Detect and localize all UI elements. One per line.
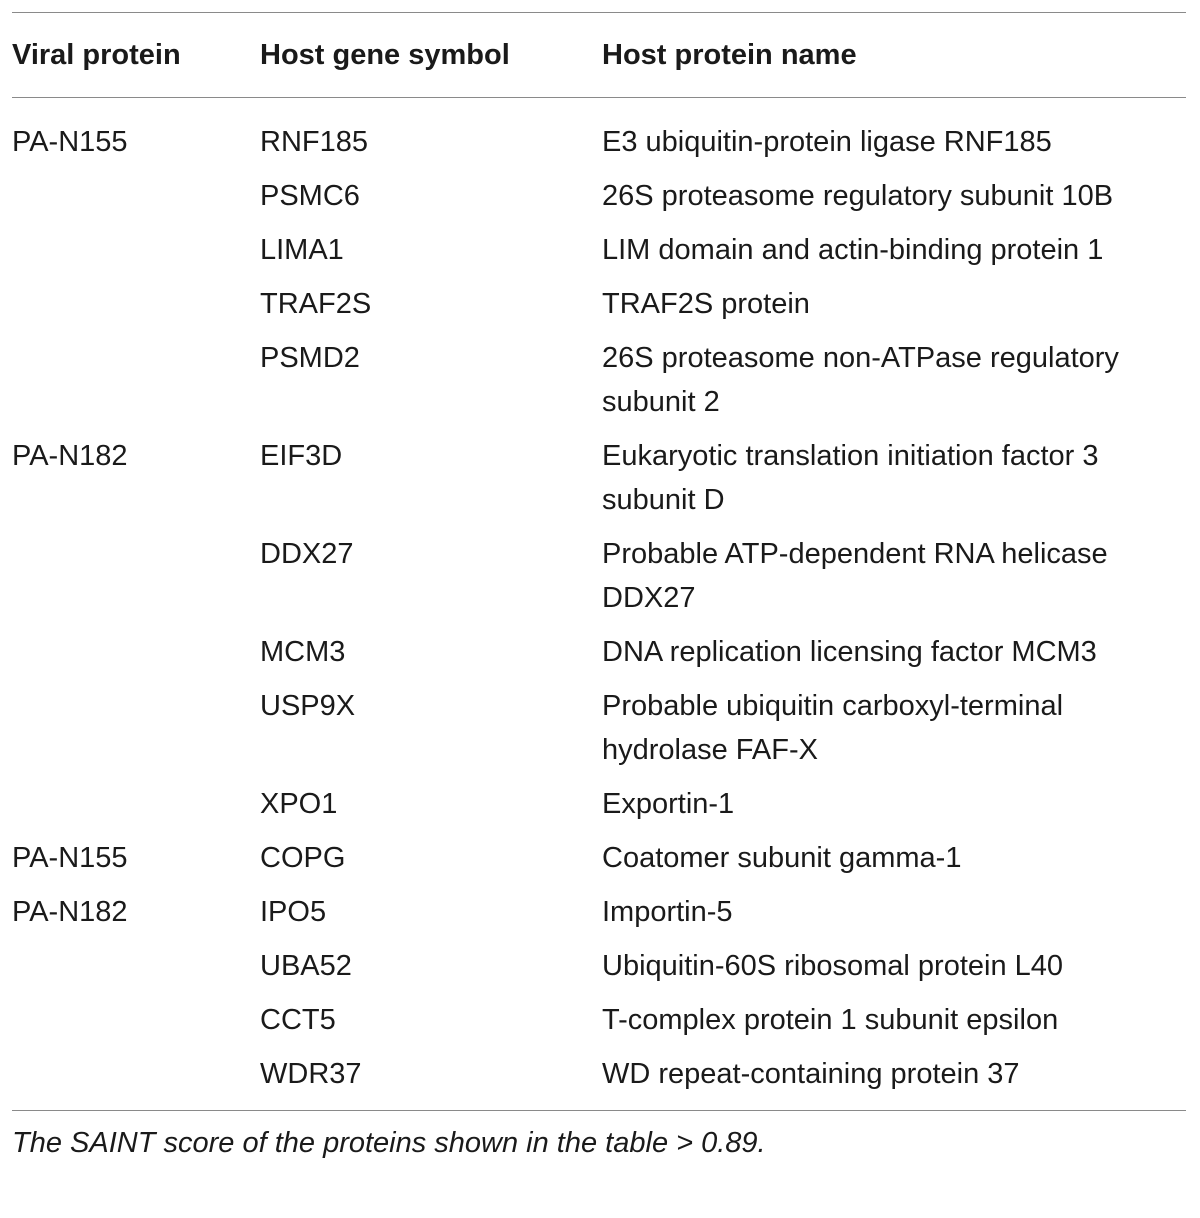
table-body: PA-N155 RNF185 E3 ubiquitin-protein ligase… xyxy=(12,98,1186,1111)
viral-protein-cell xyxy=(12,782,260,836)
viral-protein-cell: PA-N155 xyxy=(12,126,128,158)
viral-protein-cell xyxy=(12,1052,260,1110)
table-header-row: Viral protein Host gene symbol Host prot… xyxy=(12,13,1186,98)
host-protein-name-cell: WD repeat-containing protein 37 xyxy=(602,1058,1020,1090)
table-row: PA-N155 RNF185 E3 ubiquitin-protein ligase… xyxy=(12,98,1186,175)
host-gene-symbol-cell: IPO5 xyxy=(260,896,327,928)
host-gene-symbol-cell: TRAF2S xyxy=(260,288,372,320)
host-protein-name-cell: T-complex protein 1 subunit epsilon xyxy=(602,1004,1059,1036)
viral-protein-cell xyxy=(12,998,260,1052)
host-protein-name-cell: Probable ATP-dependent RNA helicase DDX2… xyxy=(602,538,1108,614)
host-gene-symbol-cell: CCT5 xyxy=(260,1004,336,1036)
viral-protein-cell xyxy=(12,684,260,782)
viral-protein-cell: PA-N182 xyxy=(12,440,128,472)
table-row: PA-N182 IPO5 Importin-5 xyxy=(12,890,1186,944)
host-gene-symbol-cell: MCM3 xyxy=(260,636,346,668)
host-gene-symbol-cell: EIF3D xyxy=(260,440,343,472)
header-viral-protein: Viral protein xyxy=(12,39,181,71)
table-row: USP9X Probable ubiquitin carboxyl-termina… xyxy=(12,684,1186,782)
host-protein-name-cell: Coatomer subunit gamma-1 xyxy=(602,842,962,874)
host-protein-name-cell: Ubiquitin-60S ribosomal protein L40 xyxy=(602,950,1064,982)
table-row: XPO1 Exportin-1 xyxy=(12,782,1186,836)
table-row: LIMA1 LIM domain and actin-binding protei… xyxy=(12,228,1186,282)
viral-protein-cell xyxy=(12,532,260,630)
table-top-rule xyxy=(12,12,1186,13)
viral-protein-cell xyxy=(12,282,260,336)
host-protein-name-cell: Importin-5 xyxy=(602,896,733,928)
viral-protein-cell: PA-N155 xyxy=(12,842,128,874)
table-row: PSMC6 26S proteasome regulatory subunit 1… xyxy=(12,174,1186,228)
table-row: CCT5 T-complex protein 1 subunit epsilon xyxy=(12,998,1186,1052)
viral-protein-cell xyxy=(12,630,260,684)
host-gene-symbol-cell: USP9X xyxy=(260,690,356,722)
table-row: PSMD2 26S proteasome non-ATPase regulator… xyxy=(12,336,1186,434)
host-gene-symbol-cell: XPO1 xyxy=(260,788,338,820)
host-protein-name-cell: TRAF2S protein xyxy=(602,288,810,320)
header-host-protein-name: Host protein name xyxy=(602,39,857,71)
host-protein-name-cell: DNA replication licensing factor MCM3 xyxy=(602,636,1097,668)
host-protein-table: Viral protein Host gene symbol Host prot… xyxy=(12,13,1186,1110)
header-host-gene-symbol: Host gene symbol xyxy=(260,39,510,71)
host-protein-name-cell: Probable ubiquitin carboxyl-terminal hyd… xyxy=(602,690,1064,766)
table-row: PA-N182 EIF3D Eukaryotic translation initi… xyxy=(12,434,1186,532)
host-gene-symbol-cell: LIMA1 xyxy=(260,234,344,266)
table-row: TRAF2S TRAF2S protein xyxy=(12,282,1186,336)
host-gene-symbol-cell: RNF185 xyxy=(260,126,368,158)
host-protein-name-cell: Exportin-1 xyxy=(602,788,735,820)
host-gene-symbol-cell: PSMC6 xyxy=(260,180,360,212)
table-header: Viral protein Host gene symbol Host prot… xyxy=(12,13,1186,98)
viral-protein-cell xyxy=(12,336,260,434)
table-footnote: The SAINT score of the proteins shown in… xyxy=(12,1110,1186,1165)
table-row: DDX27 Probable ATP-dependent RNA helicase… xyxy=(12,532,1186,630)
host-gene-symbol-cell: WDR37 xyxy=(260,1058,362,1090)
table-row: UBA52 Ubiquitin-60S ribosomal protein L40 xyxy=(12,944,1186,998)
host-protein-name-cell: Eukaryotic translation initiation factor… xyxy=(602,440,1099,516)
host-gene-symbol-cell: COPG xyxy=(260,842,346,874)
viral-protein-cell xyxy=(12,174,260,228)
host-gene-symbol-cell: UBA52 xyxy=(260,950,352,982)
table-row: PA-N155 COPG Coatomer subunit gamma-1 xyxy=(12,836,1186,890)
host-protein-name-cell: 26S proteasome non-ATPase regulatory sub… xyxy=(602,342,1119,418)
host-protein-table-container: Viral protein Host gene symbol Host prot… xyxy=(12,12,1186,1165)
viral-protein-cell: PA-N182 xyxy=(12,896,128,928)
host-gene-symbol-cell: DDX27 xyxy=(260,538,354,570)
host-protein-name-cell: E3 ubiquitin-protein ligase RNF185 xyxy=(602,126,1052,158)
viral-protein-cell xyxy=(12,228,260,282)
host-protein-name-cell: 26S proteasome regulatory subunit 10B xyxy=(602,180,1114,212)
host-protein-name-cell: LIM domain and actin-binding protein 1 xyxy=(602,234,1104,266)
viral-protein-cell xyxy=(12,944,260,998)
table-row: MCM3 DNA replication licensing factor MCM… xyxy=(12,630,1186,684)
table-row: WDR37 WD repeat-containing protein 37 xyxy=(12,1052,1186,1110)
host-gene-symbol-cell: PSMD2 xyxy=(260,342,360,374)
